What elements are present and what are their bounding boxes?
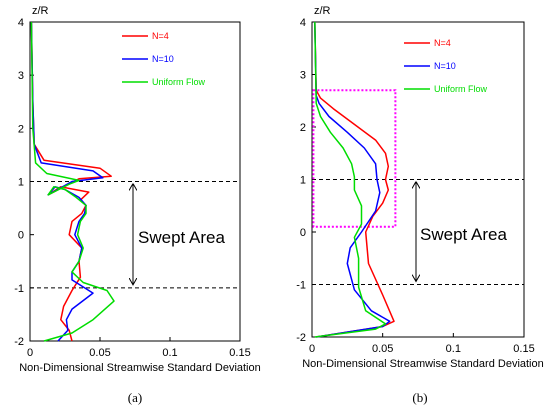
y-tick-label: 3 (18, 70, 24, 82)
series-line-n4 (314, 21, 395, 338)
swept-area-label: Swept Area (420, 225, 507, 244)
y-tick-label: 0 (300, 227, 306, 239)
y-tick-label: 4 (300, 17, 306, 29)
y-tick-label: 2 (300, 122, 306, 134)
y-tick-label: -1 (296, 280, 306, 292)
legend-label-uniform: Uniform Flow (152, 77, 206, 87)
x-axis-label: Non-Dimensional Streamwise Standard Devi… (302, 358, 544, 370)
swept-area-label: Swept Area (138, 228, 225, 247)
x-tick-label: 0 (27, 347, 33, 359)
series-line-n10 (314, 21, 391, 338)
y-tick-label: 0 (18, 230, 24, 242)
legend-label-n10: N=10 (152, 54, 174, 64)
x-tick-label: 0.15 (229, 347, 250, 359)
y-tick-label: 3 (300, 70, 306, 82)
x-axis-label: Non-Dimensional Streamwise Standard Devi… (19, 362, 261, 374)
y-tick-label: 2 (18, 123, 24, 135)
legend-label-n10: N=10 (434, 61, 456, 71)
x-tick-label: 0.15 (513, 343, 534, 355)
y-tick-label: 1 (18, 177, 24, 189)
y-tick-label: 4 (18, 17, 24, 29)
y-tick-label: -2 (296, 332, 306, 344)
x-tick-label: 0 (309, 343, 315, 355)
panel-label: (b) (412, 390, 427, 405)
legend-label-n4: N=4 (434, 38, 451, 48)
series-line-uniform (30, 21, 115, 342)
y-tick-label: -2 (14, 336, 24, 348)
highlight-box (312, 89, 397, 228)
legend-label-uniform: Uniform Flow (434, 84, 488, 94)
panel-label: (a) (128, 390, 142, 405)
x-tick-label: 0.05 (89, 347, 110, 359)
x-tick-label: 0.05 (372, 343, 393, 355)
y-tick-label: 1 (300, 175, 306, 187)
y-axis-label: z/R (314, 5, 331, 17)
legend-label-n4: N=4 (152, 31, 169, 41)
x-tick-label: 0.1 (162, 347, 177, 359)
y-axis-label: z/R (32, 5, 49, 17)
series-line-uniform (314, 21, 387, 338)
x-tick-label: 0.1 (446, 343, 461, 355)
y-tick-label: -1 (14, 283, 24, 295)
